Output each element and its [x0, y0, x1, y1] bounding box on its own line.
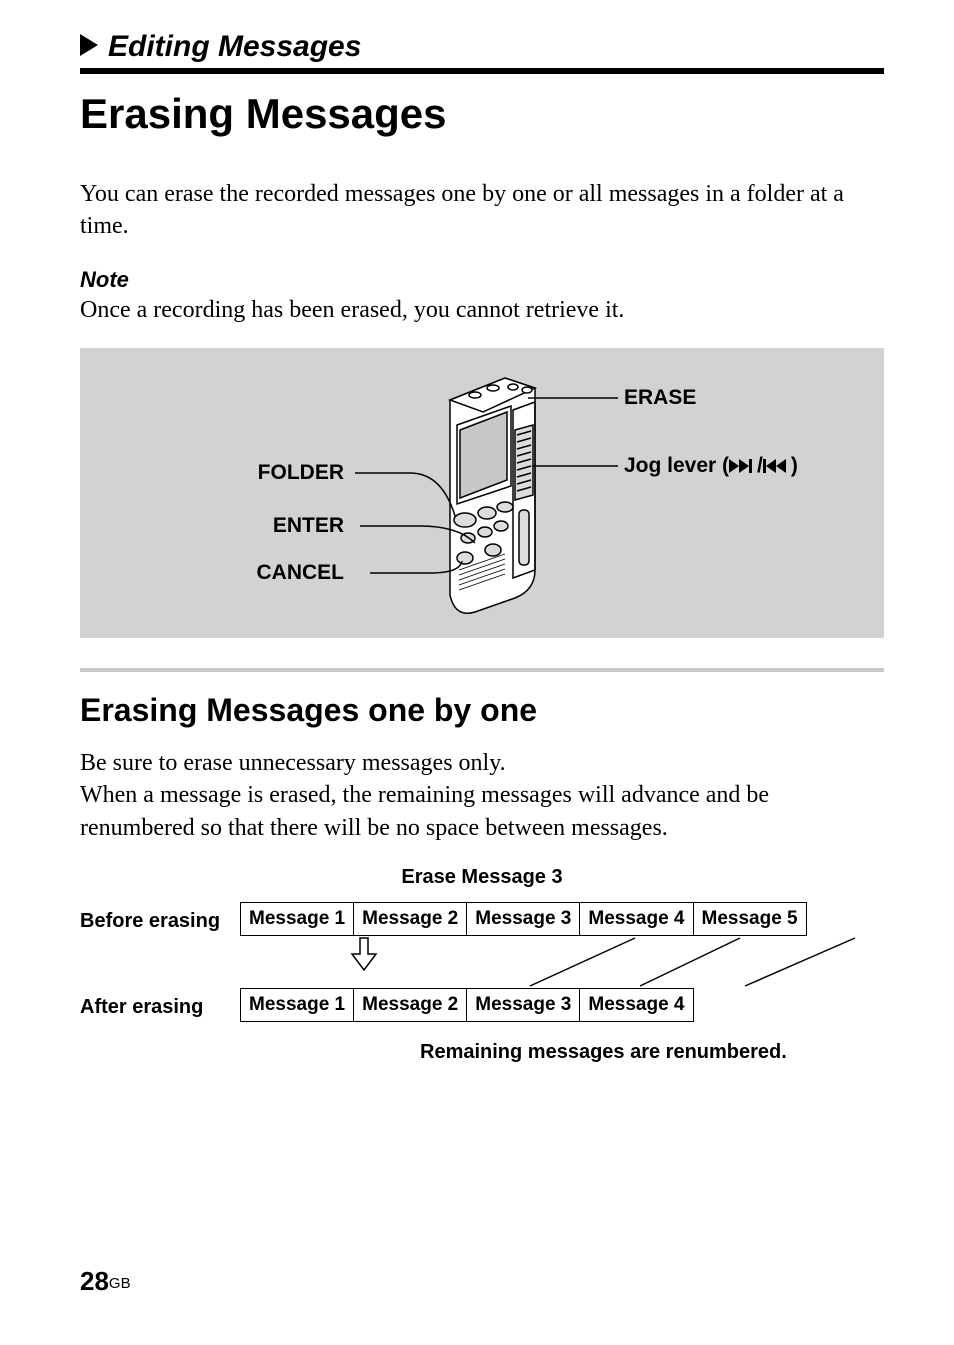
erase-diagram: Erase Message 3 Before erasing Message 1… [80, 866, 884, 1096]
diagram-footnote: Remaining messages are renumbered. [420, 1041, 787, 1064]
body-line-1: Be sure to erase unnecessary messages on… [80, 750, 506, 776]
page-number: 28 [80, 1266, 109, 1296]
callout-enter: ENTER [273, 514, 344, 538]
next-track-icon [729, 459, 757, 473]
msg-cell: Message 1 [240, 988, 354, 1022]
msg-cell: Message 4 [580, 902, 693, 936]
diagram-title: Erase Message 3 [401, 866, 562, 889]
diagram-arrows [240, 936, 880, 992]
body-line-2: When a message is erased, the remaining … [80, 782, 769, 840]
section-header-text: Editing Messages [108, 30, 361, 63]
jog-lever-suffix: ) [791, 454, 798, 477]
play-triangle-icon [80, 34, 100, 61]
callout-folder: FOLDER [258, 461, 344, 485]
msg-cell: Message 2 [354, 988, 467, 1022]
prev-track-icon [763, 459, 791, 473]
note-label: Note [80, 267, 884, 293]
body-paragraphs: Be sure to erase unnecessary messages on… [80, 747, 884, 844]
intro-paragraph: You can erase the recorded messages one … [80, 178, 884, 243]
msg-cell: Message 3 [467, 988, 580, 1022]
callout-erase: ERASE [624, 386, 696, 410]
callout-lines [80, 348, 880, 638]
section-header: Editing Messages [80, 30, 884, 74]
msg-cell: Message 1 [240, 902, 354, 936]
msg-cell: Message 4 [580, 988, 693, 1022]
subsection-title: Erasing Messages one by one [80, 692, 884, 729]
callout-jog-lever: Jog lever (/) [624, 454, 798, 478]
section-divider [80, 668, 884, 672]
callout-cancel: CANCEL [257, 561, 345, 585]
msg-cell: Message 5 [694, 902, 807, 936]
jog-lever-prefix: Jog lever ( [624, 454, 729, 477]
page-title: Erasing Messages [80, 90, 884, 138]
before-erasing-label: Before erasing [80, 910, 220, 933]
after-row: Message 1 Message 2 Message 3 Message 4 [240, 988, 694, 1022]
device-illustration-panel: ERASE Jog lever (/) FOLDER ENTER CANCEL [80, 348, 884, 638]
msg-cell: Message 2 [354, 902, 467, 936]
page-footer: 28GB [80, 1266, 131, 1297]
msg-cell: Message 3 [467, 902, 580, 936]
after-erasing-label: After erasing [80, 996, 203, 1019]
note-text: Once a recording has been erased, you ca… [80, 297, 884, 324]
before-row: Message 1 Message 2 Message 3 Message 4 … [240, 902, 807, 936]
page-suffix: GB [109, 1275, 131, 1292]
